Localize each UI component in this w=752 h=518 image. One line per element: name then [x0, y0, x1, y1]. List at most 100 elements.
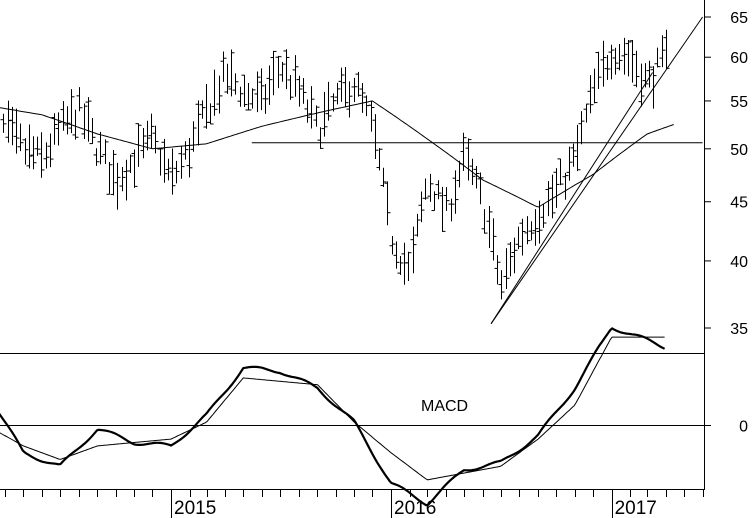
ohlc-bar — [448, 198, 455, 222]
price-moving-average — [0, 100, 674, 208]
ohlc-bar — [342, 67, 349, 107]
ohlc-bar — [363, 95, 370, 117]
ohlc-bar — [359, 82, 366, 113]
ohlc-bar — [452, 170, 459, 214]
ohlc-bar — [135, 123, 142, 167]
ohlc-bar — [26, 124, 33, 169]
ohlc-bar — [528, 221, 535, 241]
ohlc-bar — [182, 141, 189, 160]
ohlc-bar — [562, 172, 569, 200]
ohlc-bar — [106, 162, 113, 195]
ohlc-bar — [304, 99, 311, 123]
price-y-tick-label: 60 — [730, 50, 748, 67]
ohlc-bar — [195, 100, 202, 146]
price-bars-group — [0, 29, 670, 300]
ohlc-bar — [5, 100, 12, 143]
price-y-tick-label: 55 — [730, 94, 748, 111]
ohlc-bar — [287, 75, 294, 100]
ohlc-bar — [515, 226, 522, 250]
ohlc-bar — [431, 191, 438, 212]
ohlc-bar — [89, 117, 96, 145]
x-year-label: 2016 — [394, 498, 436, 518]
ohlc-bar — [465, 138, 472, 181]
ohlc-bar — [384, 181, 391, 226]
ohlc-bar — [330, 93, 337, 112]
ohlc-bar — [334, 82, 341, 105]
ohlc-bar — [490, 218, 497, 261]
ohlc-bar — [595, 51, 602, 89]
ohlc-bar — [313, 105, 320, 127]
ohlc-bar — [540, 204, 547, 228]
ohlc-bar — [338, 67, 345, 102]
price-y-tick-label: 35 — [730, 321, 748, 338]
macd-line — [0, 327, 666, 507]
ohlc-bar — [224, 63, 231, 94]
ohlc-bar — [393, 241, 400, 269]
ohlc-bar — [220, 51, 227, 82]
ohlc-bar — [486, 205, 493, 249]
ohlc-bar — [190, 121, 197, 152]
ohlc-bar — [178, 145, 185, 179]
ohlc-bar — [578, 111, 585, 145]
ohlc-bar — [266, 65, 273, 105]
ohlc-bar — [346, 81, 353, 118]
ohlc-bar — [439, 186, 446, 232]
ohlc-bar — [148, 113, 155, 149]
ohlc-bar — [608, 44, 615, 80]
ohlc-bar — [114, 162, 121, 210]
ohlc-bar — [351, 77, 358, 103]
ohlc-bar — [612, 47, 619, 75]
ohlc-bar — [152, 125, 159, 154]
ohlc-bar — [30, 136, 37, 170]
ohlc-bar — [659, 35, 666, 68]
ohlc-bar — [22, 138, 29, 165]
ohlc-bar — [549, 174, 556, 219]
ohlc-bar — [355, 71, 362, 97]
macd-signal-line — [0, 336, 665, 481]
ohlc-bar — [494, 255, 501, 285]
price-y-tick-label: 45 — [730, 195, 748, 212]
ohlc-bar — [144, 120, 151, 151]
ohlc-bar — [292, 55, 299, 97]
ohlc-bar — [443, 187, 450, 211]
ohlc-bar — [414, 213, 421, 237]
ohlc-bar — [536, 200, 543, 244]
ohlc-bar — [389, 236, 396, 255]
ohlc-bar — [427, 173, 434, 202]
ohlc-bar — [249, 88, 256, 109]
ohlc-bar — [262, 83, 269, 114]
ohlc-bar — [72, 109, 79, 140]
ohlc-bar — [553, 168, 560, 208]
price-moving-average-group — [0, 100, 674, 208]
x-year-label: 2017 — [615, 498, 657, 518]
ohlc-bar — [127, 154, 134, 174]
ohlc-bar — [173, 160, 180, 184]
ohlc-bar — [237, 86, 244, 107]
ohlc-bar — [481, 209, 488, 234]
ohlc-bar — [119, 166, 126, 192]
x-year-label: 2015 — [174, 498, 216, 518]
ohlc-bar — [186, 137, 193, 178]
ohlc-bar — [279, 61, 286, 82]
ohlc-bar — [663, 29, 670, 69]
ohlc-bar — [47, 133, 54, 168]
ohlc-bar — [232, 73, 239, 95]
ohlc-bar — [43, 142, 50, 169]
ohlc-bar — [321, 91, 328, 137]
ohlc-bar — [169, 148, 176, 195]
ohlc-bar — [51, 113, 58, 145]
ohlc-bar — [13, 108, 20, 154]
price-y-tick-label: 40 — [730, 254, 748, 271]
ohlc-bar — [456, 160, 463, 188]
ohlc-bar — [123, 159, 130, 201]
macd-panel: MACD — [0, 327, 704, 507]
ohlc-bar — [9, 106, 16, 146]
ohlc-bar — [131, 149, 138, 188]
ohlc-bar — [258, 68, 265, 111]
ohlc-bar — [372, 114, 379, 160]
ohlc-bar — [633, 50, 640, 88]
ohlc-bar — [317, 127, 324, 149]
ohlc-bar — [17, 123, 24, 152]
ohlc-bar — [545, 181, 552, 217]
trendline — [490, 16, 704, 324]
